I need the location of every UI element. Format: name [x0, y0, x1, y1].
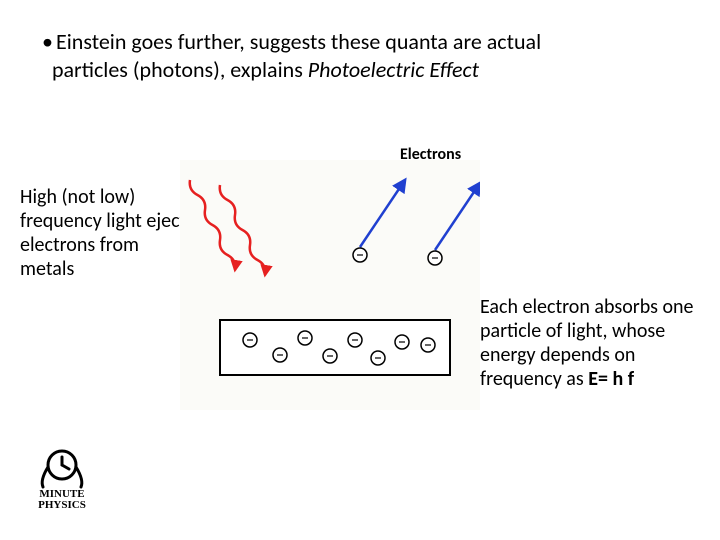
right-caption-text: Each electron absorbs one particle of li… [480, 295, 693, 391]
minute-physics-logo: MINUTE PHYSICS [25, 445, 100, 510]
bullet-line1: Einstein goes further, suggests these qu… [56, 28, 541, 55]
left-caption: High (not low) frequency light ejects el… [20, 185, 195, 281]
bullet-italic: Photoelectric Effect [308, 56, 479, 83]
formula: E= h f [588, 367, 634, 391]
bullet-line2a: particles (photons), explains [52, 56, 308, 83]
right-caption: Each electron absorbs one particle of li… [480, 295, 700, 391]
photoelectric-diagram [180, 160, 480, 410]
bullet-marker: • [42, 28, 56, 56]
logo-line2: PHYSICS [38, 499, 86, 510]
bullet-point: •Einstein goes further, suggests these q… [42, 28, 662, 83]
